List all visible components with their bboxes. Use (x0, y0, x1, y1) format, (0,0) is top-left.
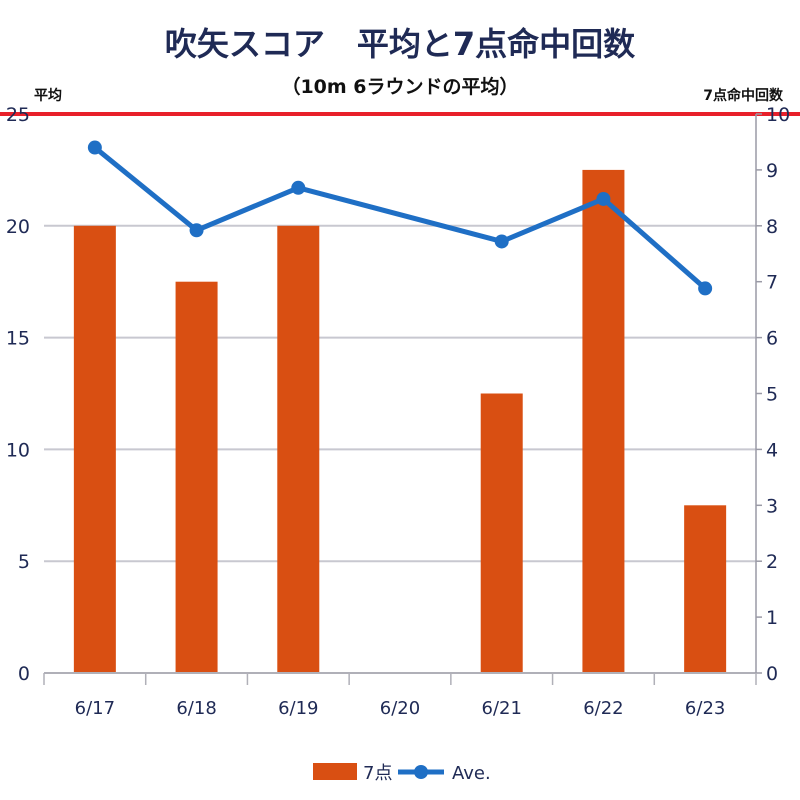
y-right-tick-label: 9 (766, 160, 778, 182)
tick-labels: 0 5 10 15 20 25 0 1 2 3 4 5 6 7 8 9 10 6/17 6/18 6/19 6/20 6/… (6, 104, 790, 719)
y-right-tick-label: 1 (766, 607, 778, 629)
y-left-tick-label: 15 (6, 328, 30, 350)
bar (175, 281, 218, 673)
line-point (189, 223, 204, 238)
legend-line-label: Ave. (452, 763, 491, 784)
x-tick-label: 6/18 (176, 698, 216, 719)
legend: 7点 Ave. (313, 763, 491, 784)
x-tick-label: 6/22 (583, 698, 623, 719)
y-right-tick-label: 3 (766, 495, 778, 517)
legend-bar-swatch (313, 763, 357, 780)
bar (582, 169, 625, 673)
bar-series (73, 169, 727, 674)
x-tick-label: 6/20 (380, 698, 420, 719)
line-path (92, 145, 708, 291)
y-left-tick-label: 10 (6, 439, 30, 461)
bar (684, 505, 727, 673)
chart-title: 吹矢スコア 平均と7点命中回数 (165, 25, 636, 63)
left-axis-title: 平均 (34, 87, 62, 104)
y-right-tick-label: 8 (766, 216, 778, 238)
line-point (87, 140, 102, 155)
axes (43, 113, 762, 685)
bar (73, 225, 116, 674)
y-right-tick-label: 4 (766, 439, 778, 461)
gridlines (0, 112, 800, 563)
legend-bar-label: 7点 (363, 763, 392, 784)
y-left-tick-label: 20 (6, 216, 30, 238)
line-point (291, 180, 306, 195)
y-right-tick-label: 0 (766, 663, 778, 685)
right-axis-title: 7点命中回数 (703, 87, 784, 104)
y-right-tick-label: 2 (766, 551, 778, 573)
chart-subtitle: （10m 6ラウンドの平均） (281, 75, 518, 98)
line-series (87, 140, 713, 296)
bar (277, 225, 320, 674)
line-point (698, 281, 713, 296)
y-left-tick-label: 25 (6, 104, 30, 126)
y-right-tick-label: 10 (766, 104, 790, 126)
y-right-tick-label: 6 (766, 328, 778, 350)
y-left-tick-label: 5 (18, 551, 30, 573)
legend-line-marker (414, 765, 428, 779)
y-left-tick-label: 0 (18, 663, 30, 685)
y-right-tick-label: 5 (766, 384, 778, 406)
x-tick-label: 6/17 (75, 698, 115, 719)
x-tick-label: 6/23 (685, 698, 725, 719)
line-point (596, 191, 611, 206)
bar (480, 393, 523, 673)
line-point (494, 234, 509, 249)
x-tick-label: 6/21 (482, 698, 522, 719)
x-tick-label: 6/19 (278, 698, 318, 719)
y-right-tick-label: 7 (766, 272, 778, 294)
